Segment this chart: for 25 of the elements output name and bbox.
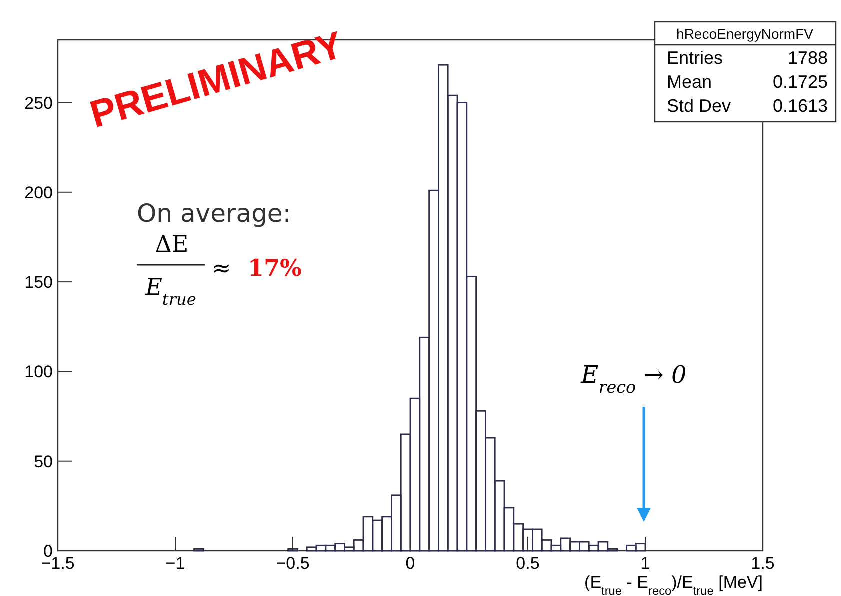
x-axis-title: (E$_{true}$ - E$_{reco}$)/E$_{true}$ [MeV] [584,573,763,596]
annotation: ΔE [155,232,189,258]
annotation: ≈ [212,256,232,282]
annotation: E$_{true}$ [144,275,196,308]
x-tick-label: −0.5 [276,554,310,573]
annotation: E$_{reco}$ → 0 [580,361,687,397]
annotation: Mean [667,72,712,92]
y-tick-label: 100 [24,362,53,382]
annotation: 17% [248,255,302,282]
x-tick-label: 0 [406,554,416,573]
y-tick-label: 150 [24,273,53,292]
annotation: hRecoEnergyNormFV [676,26,814,42]
text: 0.1613 [772,96,828,116]
text: 1788 [788,48,828,68]
text: 0.1725 [772,72,828,92]
annotation: Std Dev [667,96,732,116]
x-tick-label: −1 [166,554,186,573]
y-tick-label: 250 [24,94,53,113]
x-tick-label: 1 [640,554,650,573]
annotation: On average: [137,199,292,228]
y-tick-label: 50 [34,452,53,472]
annotation: Entries [667,48,724,68]
x-tick-label: 0.5 [516,554,540,573]
x-tick-label: 1.5 [751,554,775,573]
y-tick-label: 200 [24,183,53,202]
